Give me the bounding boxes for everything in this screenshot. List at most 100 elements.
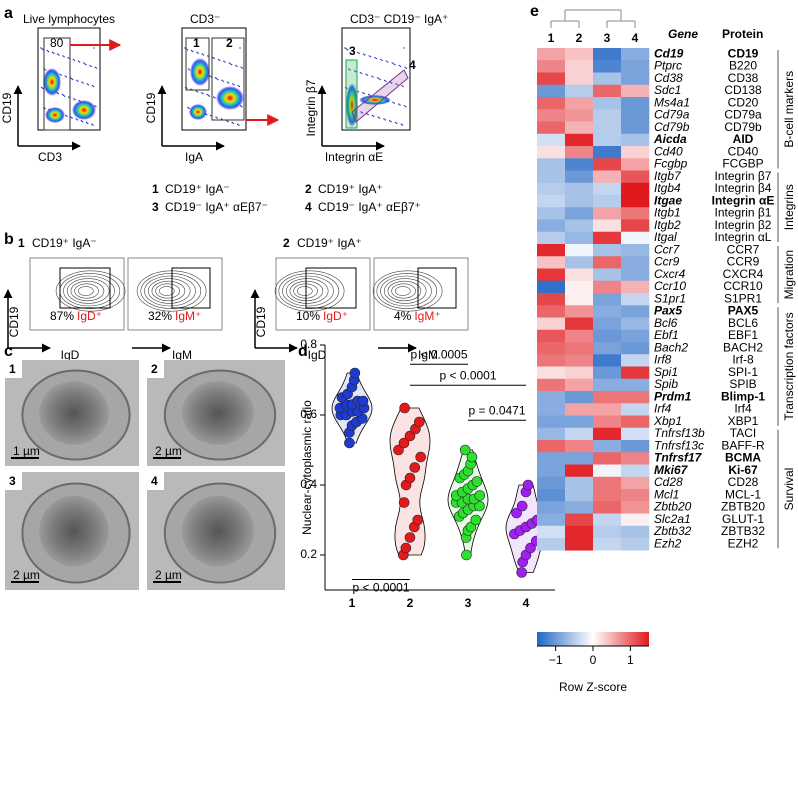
- data-point: [415, 451, 426, 463]
- heatmap-cell: [593, 231, 622, 245]
- data-point: [398, 497, 410, 508]
- event-dot: [401, 84, 403, 87]
- event-dot: [74, 99, 76, 101]
- contour: [147, 278, 191, 304]
- heatmap-cell: [565, 195, 594, 208]
- heatmap-cell: [565, 501, 594, 514]
- event-dot: [238, 124, 240, 126]
- heatmap-cell: [593, 121, 622, 135]
- data-point: [409, 462, 421, 473]
- heatmap-cell: [593, 195, 622, 208]
- event-dot: [394, 121, 397, 124]
- event-dot: [196, 51, 198, 54]
- protein-label: XBP1: [728, 414, 759, 428]
- event-dot: [214, 77, 217, 79]
- protein-label: Irf4: [734, 402, 752, 416]
- event-dot: [63, 95, 66, 97]
- heatmap-cell: [537, 280, 566, 294]
- axis-label: CD19: [254, 306, 268, 337]
- colorbar-tick-label: 0: [590, 653, 597, 667]
- heatmap-cell: [537, 121, 566, 135]
- gene-label: Itgb4: [654, 181, 681, 195]
- heatmap-cell: [593, 293, 622, 306]
- event-dot: [383, 118, 385, 120]
- event-dot: [210, 114, 212, 117]
- event-dot: [361, 112, 363, 114]
- event-dot: [240, 66, 242, 68]
- gate-stat: 32% IgM⁺: [148, 309, 201, 323]
- legend-number: 1: [152, 182, 159, 196]
- protein-label: TACI: [730, 426, 756, 440]
- heatmap-cell: [565, 60, 594, 73]
- heatmap-cell: [621, 158, 650, 171]
- protein-label: CD20: [728, 95, 759, 109]
- protein-label: ZBTB32: [721, 524, 765, 538]
- column-label: 1: [548, 31, 555, 45]
- y-tick-label: 0.8: [300, 337, 317, 351]
- heatmap-cell: [593, 501, 622, 514]
- heatmap-cell: [565, 207, 594, 220]
- protein-label: CD79a: [724, 108, 762, 122]
- group-label: CD19⁺ IgA⁻: [32, 236, 97, 250]
- heatmap-cell: [565, 329, 594, 343]
- heatmap-cell: [621, 403, 650, 416]
- event-dot: [77, 60, 80, 62]
- protein-label: CD40: [728, 144, 759, 158]
- event-dot: [217, 58, 220, 61]
- event-dot: [190, 49, 193, 52]
- data-point: [404, 472, 416, 484]
- event-dot: [85, 121, 88, 124]
- p-value: p < 0.0001: [352, 581, 409, 595]
- gene-label: Sdc1: [654, 83, 681, 97]
- contour: [66, 278, 110, 304]
- event-dot: [378, 117, 381, 119]
- heatmap-cell: [537, 133, 566, 147]
- protein-label: SPI-1: [728, 365, 758, 379]
- heatmap-cell: [565, 476, 594, 490]
- heatmap-cell: [593, 366, 622, 380]
- colorbar-tick-label: −1: [549, 653, 563, 667]
- event-dot: [351, 49, 353, 52]
- data-point: [474, 500, 485, 512]
- protein-label: GLUT-1: [722, 512, 764, 526]
- heatmap-cell: [537, 219, 566, 233]
- event-dot: [86, 83, 88, 85]
- heatmap-cell: [593, 391, 622, 404]
- contour-plot: [275, 257, 371, 331]
- gene-label: Cd19: [654, 46, 684, 60]
- event-dot: [395, 83, 397, 85]
- heatmap-cell: [593, 268, 622, 282]
- contour: [391, 283, 416, 299]
- heatmap-cell: [621, 133, 650, 147]
- event-dot: [233, 84, 235, 86]
- event-dot: [220, 118, 223, 120]
- event-dot: [392, 101, 394, 104]
- heatmap-cell: [565, 354, 594, 367]
- legend-number: 2: [305, 182, 312, 196]
- event-dot: [64, 75, 66, 77]
- event-dot: [402, 85, 404, 88]
- gene-label: Itgal: [654, 230, 677, 244]
- event-dot: [374, 56, 376, 59]
- event-dot: [399, 65, 402, 68]
- heatmap-cell: [593, 97, 622, 110]
- event-dot: [392, 63, 395, 65]
- heatmap-cell: [537, 354, 566, 367]
- heatmap-cell: [565, 317, 594, 331]
- heatmap-cell: [621, 219, 650, 233]
- gene-label: Bcl6: [654, 316, 678, 330]
- heatmap-cell: [565, 293, 594, 306]
- heatmap-cell: [593, 525, 622, 539]
- number-box: [5, 472, 22, 490]
- x-tick-label: 1: [349, 596, 356, 610]
- event-dot: [214, 97, 216, 99]
- heatmap-cell: [621, 452, 650, 465]
- protein-label: Integrin αL: [715, 230, 772, 244]
- heatmap-cell: [621, 501, 650, 514]
- group-label: CD19⁺ IgA⁺: [297, 236, 362, 250]
- heatmap-cell: [593, 244, 622, 257]
- heatmap-cell: [621, 195, 650, 208]
- axis-label: Integrin β7: [304, 79, 318, 136]
- heatmap-cell: [537, 464, 566, 478]
- gate-label: 3: [349, 44, 356, 58]
